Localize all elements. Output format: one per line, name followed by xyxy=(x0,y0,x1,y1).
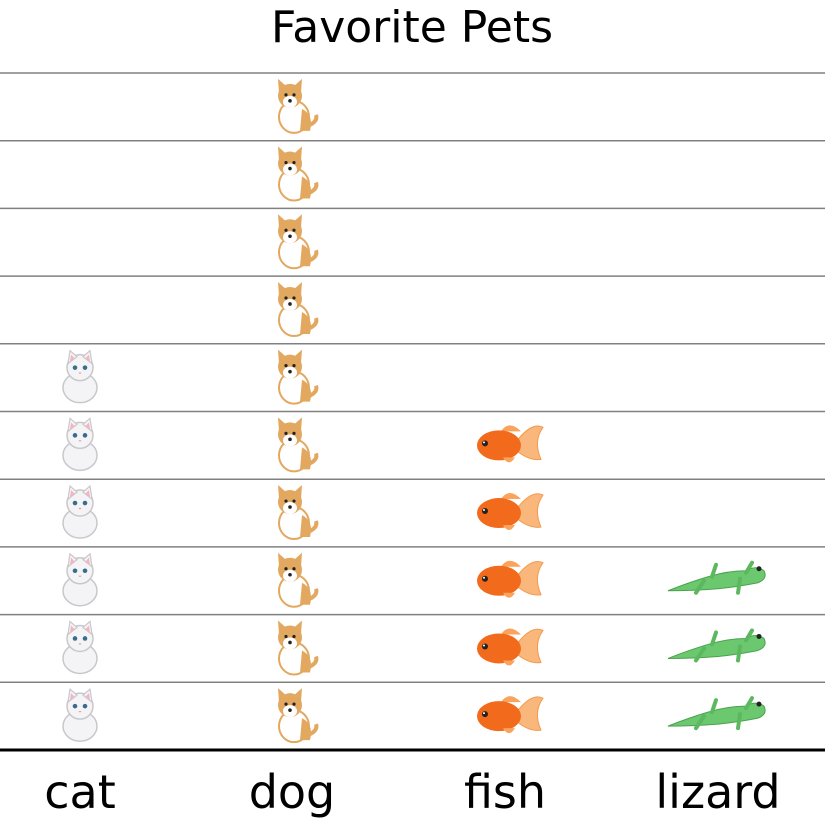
lizard-icon xyxy=(667,628,766,663)
fish-icon xyxy=(477,425,544,463)
dog-icon xyxy=(278,620,319,676)
category-label-cat: cat xyxy=(44,765,116,819)
cat-icon xyxy=(62,552,98,607)
cat-pictogram-1 xyxy=(62,687,98,742)
dog-icon xyxy=(278,552,319,608)
dog-icon xyxy=(278,281,319,337)
dog-icon xyxy=(278,349,319,405)
lizard-pictogram-1 xyxy=(667,696,766,731)
cat-icon xyxy=(62,620,98,675)
dog-pictogram-2 xyxy=(278,620,319,676)
pictograph-marks xyxy=(62,78,766,744)
cat-pictogram-6 xyxy=(62,349,98,404)
category-label-fish: fish xyxy=(464,765,546,819)
dog-icon xyxy=(278,214,319,270)
category-label-lizard: lizard xyxy=(655,765,780,819)
dog-pictogram-3 xyxy=(278,552,319,608)
fish-icon xyxy=(477,493,544,531)
cat-pictogram-5 xyxy=(62,417,98,472)
fish-pictogram-2 xyxy=(477,628,544,666)
cat-icon xyxy=(62,349,98,404)
lizard-pictogram-3 xyxy=(667,560,766,595)
dog-pictogram-1 xyxy=(278,688,319,744)
fish-pictogram-4 xyxy=(477,493,544,531)
dog-pictogram-8 xyxy=(278,214,319,270)
dog-pictogram-7 xyxy=(278,281,319,337)
dog-pictogram-6 xyxy=(278,349,319,405)
cat-icon xyxy=(62,417,98,472)
dog-icon xyxy=(278,417,319,473)
lizard-pictogram-2 xyxy=(667,628,766,663)
cat-icon xyxy=(62,687,98,742)
fish-pictogram-3 xyxy=(477,560,544,598)
dog-icon xyxy=(278,78,319,134)
fish-pictogram-1 xyxy=(477,696,544,734)
category-label-dog: dog xyxy=(249,765,336,819)
lizard-icon xyxy=(667,560,766,595)
dog-pictogram-10 xyxy=(278,78,319,134)
fish-icon xyxy=(477,696,544,734)
fish-icon xyxy=(477,628,544,666)
fish-pictogram-5 xyxy=(477,425,544,463)
dog-icon xyxy=(278,485,319,541)
cat-icon xyxy=(62,484,98,539)
grid-lines xyxy=(0,72,825,684)
cat-pictogram-2 xyxy=(62,620,98,675)
category-labels: cat dog fish lizard xyxy=(44,765,780,819)
cat-pictogram-4 xyxy=(62,484,98,539)
dog-icon xyxy=(278,146,319,202)
cat-pictogram-3 xyxy=(62,552,98,607)
fish-icon xyxy=(477,560,544,598)
dog-pictogram-4 xyxy=(278,485,319,541)
dog-pictogram-9 xyxy=(278,146,319,202)
dog-icon xyxy=(278,688,319,744)
lizard-icon xyxy=(667,696,766,731)
chart-title: Favorite Pets xyxy=(271,2,553,53)
dog-pictogram-5 xyxy=(278,417,319,473)
